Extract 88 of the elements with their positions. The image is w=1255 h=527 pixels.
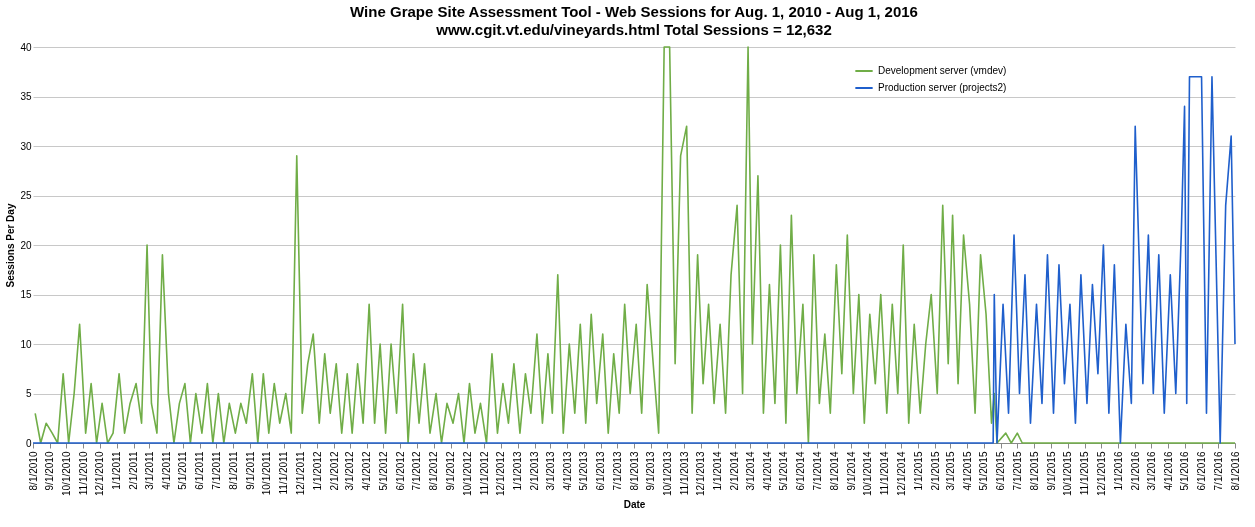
x-tick-label: 8/1/2013 [628,451,640,491]
x-tick-label: 10/1/2011 [261,451,273,496]
x-tick-label: 8/1/2016 [1229,451,1241,491]
x-tick-label: 8/1/2011 [227,451,239,490]
x-tick-label: 10/1/2010 [60,451,72,496]
x-tick-label: 5/1/2014 [778,451,790,491]
x-tick-label: 5/1/2013 [578,451,590,491]
y-tick-label: 40 [20,41,32,53]
x-tick-label: 8/1/2012 [428,451,440,491]
x-tick-label: 2/1/2015 [929,451,941,491]
x-tick-label: 7/1/2016 [1212,451,1224,491]
x-tick-label: 6/1/2015 [995,451,1007,491]
x-tick-label: 3/1/2012 [344,451,356,491]
y-tick-label: 0 [25,437,32,449]
y-tick-label: 25 [20,190,32,201]
x-tick-label: 7/1/2013 [611,451,623,491]
x-tick-label: 12/1/2014 [895,451,907,496]
x-tick-label: 11/1/2013 [678,451,690,496]
x-tick-label: 9/1/2011 [244,451,256,490]
legend-label: Production server (projects2) [878,82,1007,93]
x-tick-label: 6/1/2012 [394,451,406,491]
x-tick-label: 5/1/2011 [177,451,189,490]
x-tick-label: 12/1/2013 [695,451,707,496]
x-tick-label: 3/1/2016 [1145,451,1157,491]
y-tick-label: 10 [20,338,32,350]
x-tick-label: 2/1/2014 [729,451,741,491]
x-tick-label: 4/1/2011 [160,451,172,490]
x-tick-label: 9/1/2013 [645,451,657,491]
x-tick-label: 9/1/2015 [1045,451,1057,491]
x-tick-label: 10/1/2014 [862,451,874,496]
x-tick-label: 1/1/2011 [111,451,123,490]
x-tick-label: 11/1/2014 [879,451,891,496]
x-tick-label: 12/1/2015 [1095,451,1107,496]
x-tick-label: 2/1/2011 [128,451,140,490]
x-tick-label: 6/1/2011 [194,451,206,490]
x-tick-label: 12/1/2011 [294,451,306,496]
chart-subtitle: www.cgit.vt.edu/vineyards.html Total Sessions = 12,632 [435,21,832,38]
x-tick-label: 3/1/2014 [744,451,756,491]
x-tick-label: 1/1/2014 [712,451,724,491]
x-tick-label: 3/1/2015 [944,451,956,491]
x-tick-label: 4/1/2014 [761,451,773,491]
y-tick-label: 35 [20,91,32,102]
x-tick-label: 1/1/2012 [311,451,323,491]
x-tick-label: 12/1/2012 [495,451,507,496]
x-tick-label: 4/1/2012 [361,451,373,491]
legend-label: Development server (vmdev) [878,65,1007,76]
x-axis-title: Date [623,498,646,510]
x-tick-label: 11/1/2010 [77,451,89,496]
x-tick-label: 5/1/2012 [377,451,389,491]
x-tick-label: 4/1/2013 [561,451,573,491]
x-tick-label: 10/1/2015 [1062,451,1074,496]
x-tick-label: 1/1/2016 [1112,451,1124,491]
x-tick-label: 10/1/2013 [661,451,673,496]
x-tick-label: 8/1/2010 [27,451,39,491]
x-tick-label: 8/1/2014 [828,451,840,491]
y-axis-title: Sessions Per Day [5,203,17,288]
x-tick-label: 6/1/2016 [1196,451,1208,491]
x-tick-label: 4/1/2016 [1162,451,1174,491]
x-tick-label: 2/1/2012 [328,451,340,491]
x-tick-label: 5/1/2016 [1179,451,1191,491]
x-tick-label: 11/1/2015 [1079,451,1091,496]
y-tick-label: 5 [25,388,32,399]
x-tick-label: 7/1/2011 [210,451,222,490]
x-tick-label: 9/1/2010 [44,451,56,491]
x-tick-label: 10/1/2012 [461,451,473,496]
x-tick-label: 12/1/2010 [94,451,106,496]
y-tick-label: 20 [20,239,32,251]
x-tick-label: 1/1/2015 [912,451,924,491]
x-tick-label: 11/1/2011 [278,451,290,495]
x-tick-label: 8/1/2015 [1028,451,1040,491]
x-tick-label: 3/1/2011 [143,451,155,490]
x-tick-label: 4/1/2015 [961,451,973,491]
x-tick-label: 6/1/2014 [795,451,807,491]
x-tick-label: 1/1/2013 [512,451,524,491]
x-tick-label: 9/1/2014 [845,451,857,491]
x-tick-label: 7/1/2015 [1011,451,1023,491]
x-tick-label: 3/1/2013 [544,451,556,491]
x-tick-label: 5/1/2015 [978,451,990,491]
x-tick-label: 9/1/2012 [445,451,457,491]
x-tick-label: 2/1/2016 [1129,451,1141,491]
x-tick-label: 6/1/2013 [595,451,607,491]
y-tick-label: 30 [20,140,32,152]
x-tick-label: 2/1/2013 [529,451,541,491]
x-tick-label: 7/1/2014 [811,451,823,491]
y-tick-label: 15 [20,289,32,300]
x-tick-label: 11/1/2012 [478,451,490,496]
chart-title: Wine Grape Site Assessment Tool - Web Sessions for Aug. 1, 2010 - Aug 1, 2016 [350,3,918,20]
x-tick-label: 7/1/2012 [411,451,423,491]
